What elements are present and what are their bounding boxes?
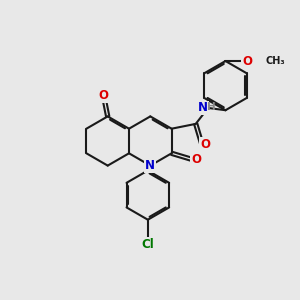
Text: O: O [242,55,252,68]
Text: O: O [200,138,210,151]
Text: Cl: Cl [142,238,154,251]
Text: CH₃: CH₃ [266,56,285,66]
Text: N: N [145,159,155,172]
Text: H: H [207,102,216,112]
Text: O: O [98,89,109,102]
Text: N: N [198,101,208,115]
Text: O: O [191,153,201,166]
